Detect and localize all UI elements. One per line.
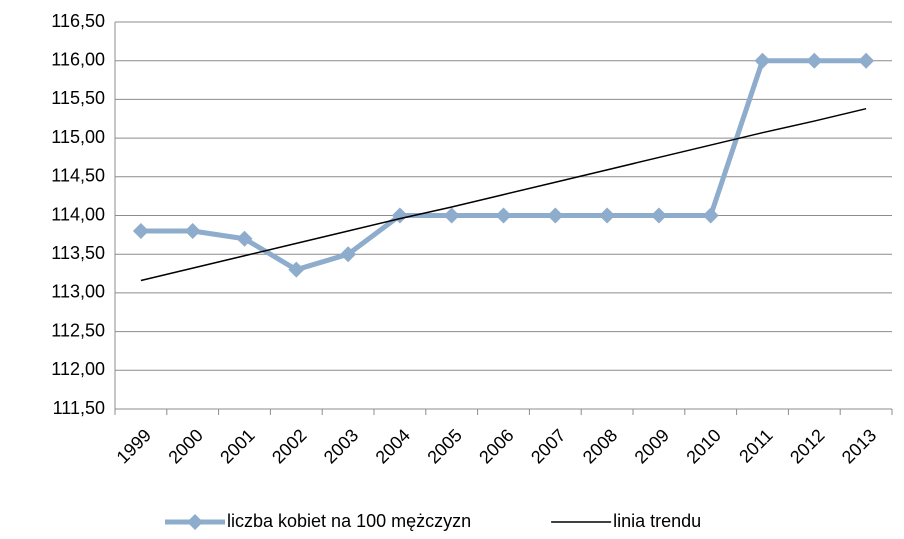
x-tick-label: 2007 [527, 425, 569, 467]
y-tick-label: 113,50 [51, 243, 105, 263]
y-tick-label: 112,00 [51, 359, 105, 379]
point [650, 207, 667, 224]
point [547, 207, 564, 224]
x-tick-label: 2006 [475, 425, 517, 467]
x-tick-label: 2009 [631, 425, 673, 467]
legend-marker [187, 514, 203, 530]
x-tick-label: 2005 [423, 425, 465, 467]
y-tick-label: 116,00 [51, 49, 105, 69]
y-tick-label: 111,50 [53, 398, 105, 418]
x-tick-label: 2008 [579, 425, 621, 467]
legend-label: liczba kobiet na 100 mężczyzn [227, 511, 471, 531]
x-tick-label: 2001 [216, 425, 258, 467]
series-line [140, 107, 867, 282]
point [288, 261, 305, 278]
x-tick-label: 2012 [786, 425, 828, 467]
point [184, 222, 201, 239]
x-tick-label: 2003 [320, 425, 362, 467]
point [858, 52, 875, 69]
legend-label: linia trendu [613, 511, 701, 531]
point [495, 207, 512, 224]
y-tick-label: 115,00 [51, 127, 105, 147]
y-tick-label: 114,00 [51, 204, 105, 224]
y-tick-label: 114,50 [51, 166, 105, 186]
x-tick-label: 2013 [838, 425, 880, 467]
y-tick-label: 113,00 [51, 282, 105, 302]
x-tick-label: 1999 [113, 425, 155, 467]
point [599, 207, 616, 224]
x-tick-label: 2011 [735, 425, 777, 467]
point [236, 230, 253, 247]
point [806, 52, 823, 69]
point [754, 52, 771, 69]
x-tick-label: 2002 [268, 425, 310, 467]
point [132, 222, 149, 239]
y-tick-label: 115,50 [51, 88, 105, 108]
y-tick-label: 116,50 [51, 11, 105, 31]
x-tick-label: 2000 [164, 425, 206, 467]
point [443, 207, 460, 224]
y-tick-label: 112,50 [51, 320, 105, 340]
point [702, 207, 719, 224]
x-tick-label: 2004 [372, 425, 414, 467]
x-tick-label: 2010 [682, 425, 724, 467]
point [340, 246, 357, 263]
